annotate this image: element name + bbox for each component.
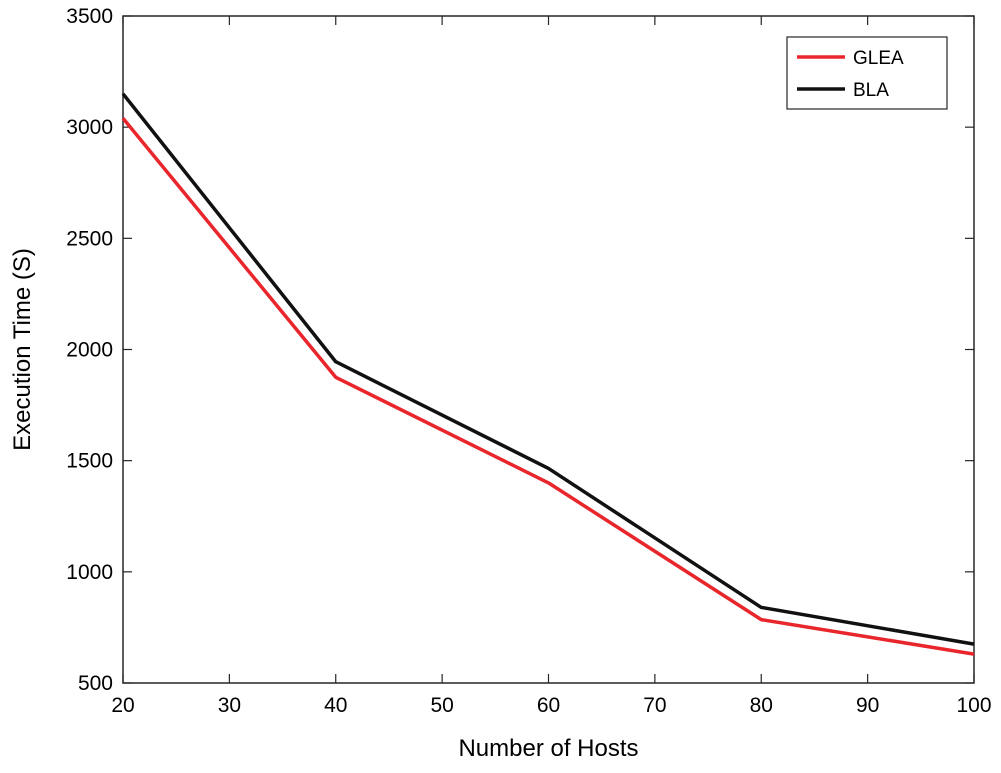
y-tick-label: 1000	[66, 561, 113, 584]
x-tick-label: 60	[537, 694, 560, 717]
x-tick-label: 70	[643, 694, 666, 717]
plot-area	[123, 16, 974, 683]
x-tick-label: 20	[111, 694, 134, 717]
x-tick-label: 80	[750, 694, 773, 717]
y-tick-label: 2500	[66, 227, 113, 250]
y-tick-label: 500	[78, 672, 113, 695]
x-tick-label: 50	[430, 694, 453, 717]
x-tick-label: 100	[956, 694, 991, 717]
x-tick-label: 30	[218, 694, 241, 717]
y-tick-label: 3500	[66, 5, 113, 28]
y-axis-label: Execution Time (S)	[9, 248, 36, 451]
y-tick-label: 3000	[66, 116, 113, 139]
y-tick-label: 2000	[66, 339, 113, 362]
x-tick-label: 40	[324, 694, 347, 717]
y-tick-label: 1500	[66, 450, 113, 473]
legend-label-glea: GLEA	[853, 48, 904, 69]
x-tick-label: 90	[856, 694, 879, 717]
x-axis-label: Number of Hosts	[458, 735, 638, 762]
legend-label-bla: BLA	[853, 80, 889, 101]
legend: GLEA BLA	[787, 37, 947, 109]
